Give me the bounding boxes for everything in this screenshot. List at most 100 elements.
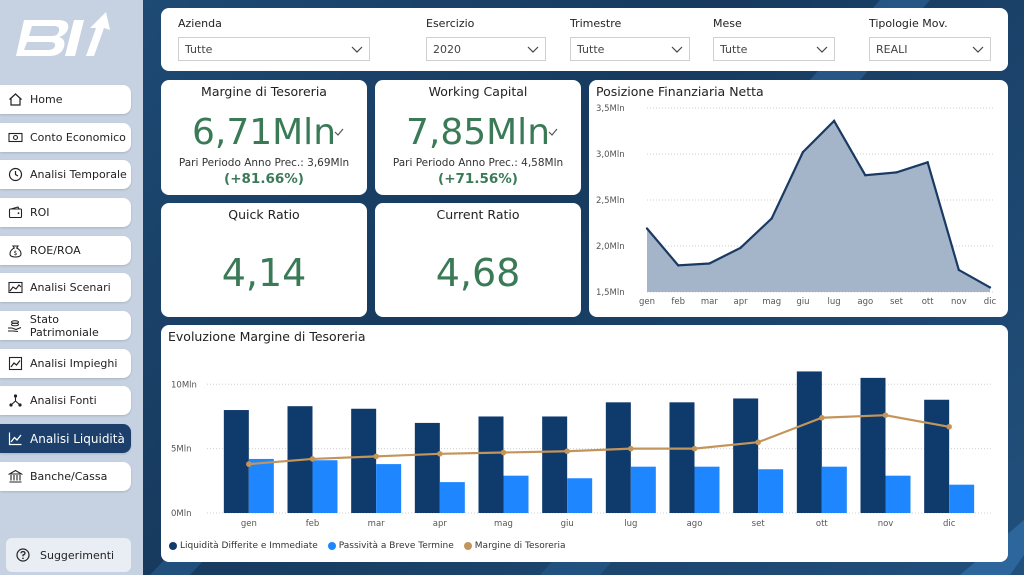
sidebar-item-label: Analisi Liquidità [30, 431, 125, 446]
mese-dropdown[interactable]: Tutte [713, 37, 835, 61]
y-tick-label: 0Mln [171, 509, 192, 519]
filter-label: Esercizio [426, 17, 475, 30]
home-icon [0, 92, 30, 107]
bar-liquidita [223, 410, 249, 513]
area-line [646, 119, 991, 289]
filter-label: Mese [713, 17, 742, 30]
sidebar-item-stato-patrimoniale[interactable]: Stato Patrimoniale [0, 311, 131, 340]
wallet-icon [0, 205, 30, 220]
kpi-card-margine: Margine di Tesoreria 6,71Mln Pari Period… [161, 80, 367, 195]
sidebar-item-roe-roa[interactable]: $ ROE/ROA [0, 236, 131, 265]
margine-point [437, 451, 443, 457]
sidebar-item-analisi-temporale[interactable]: Analisi Temporale [0, 160, 131, 189]
chevron-down-icon [351, 46, 363, 53]
filter-label: Azienda [178, 17, 222, 30]
suggestions-button[interactable]: Suggerimenti [6, 538, 131, 572]
data-point [957, 268, 961, 272]
kpi-card-quick-ratio: Quick Ratio 4,14 [161, 203, 367, 317]
chevron-down-icon [527, 46, 539, 53]
x-tick-label: ott [922, 297, 935, 307]
bank-icon [0, 469, 30, 484]
x-tick-label: apr [733, 297, 748, 307]
check-icon [334, 128, 344, 136]
network-icon [0, 393, 30, 408]
dropdown-value: 2020 [433, 43, 461, 56]
trimestre-dropdown[interactable]: Tutte [570, 37, 690, 61]
data-point [926, 161, 929, 164]
legend-item[interactable]: Passività a Breve Termine [327, 541, 454, 551]
x-tick-label: dic [943, 519, 956, 529]
y-tick-label: 1,5Mln [596, 288, 625, 298]
y-tick-label: 10Mln [171, 380, 197, 390]
sidebar-item-label: Analisi Scenari [30, 281, 111, 294]
sidebar-item-home[interactable]: Home [0, 85, 131, 114]
area-chart: 1,5Mln 2,0Mln 2,5Mln 3,0Mln 3,5Mln gen feb mar a… [596, 104, 997, 307]
bar-passivita [567, 478, 593, 513]
bar-passivita [439, 482, 465, 513]
esercizio-dropdown[interactable]: 2020 [426, 37, 546, 61]
tipologie-dropdown[interactable]: REALI [869, 37, 991, 61]
bar-passivita [630, 466, 656, 513]
dropdown-value: Tutte [577, 43, 605, 56]
y-tick-label: 3,0Mln [596, 150, 625, 160]
x-tick-label: nov [878, 519, 894, 529]
data-point [708, 262, 711, 265]
landscape-chart-icon [0, 280, 30, 295]
bar-liquidita [669, 402, 695, 513]
azienda-dropdown[interactable]: Tutte [178, 37, 370, 61]
legend-item[interactable]: Liquidità Differite e Immediate [169, 541, 318, 551]
sidebar-item-roi[interactable]: ROI [0, 198, 131, 227]
margine-point [500, 449, 507, 456]
kpi-percent-change: (+71.56%) [438, 171, 518, 187]
chart-title: Evoluzione Margine di Tesoreria [168, 329, 366, 344]
kpi-card-working-capital: Working Capital 7,85Mln Pari Periodo Ann… [375, 80, 581, 195]
legend-dot [169, 542, 177, 550]
bar-passivita [248, 458, 274, 513]
sidebar-item-analisi-scenari[interactable]: Analisi Scenari [0, 273, 131, 302]
sidebar-item-conto-economico[interactable]: Conto Economico [0, 123, 131, 152]
kpi-previous-period: Pari Periodo Anno Prec.: 3,69Mln [178, 157, 350, 169]
sidebar-item-analisi-liquidit[interactable]: Analisi Liquidità [0, 424, 131, 453]
dropdown-value: REALI [876, 43, 908, 56]
chart-card-pfn: Posizione Finanziaria Netta 1,5Mln 2,0Mln… [589, 80, 1008, 317]
bar-passivita [376, 464, 402, 513]
sidebar-item-analisi-impieghi[interactable]: Analisi Impieghi [0, 349, 131, 378]
sidebar-item-label: Stato Patrimoniale [29, 312, 99, 339]
bar-passivita [503, 475, 529, 513]
chevron-down-icon [816, 46, 828, 53]
chevron-down-icon [972, 46, 984, 53]
bar-passivita [885, 475, 911, 513]
bar-liquidita [351, 408, 377, 513]
sidebar-item-analisi-fonti[interactable]: Analisi Fonti [0, 386, 131, 415]
filter-mese: Mese Tutte [713, 17, 835, 61]
legend-dot [463, 542, 472, 550]
x-tick-label: apr [433, 519, 448, 529]
margine-line [248, 414, 950, 466]
sidebar-item-label: ROE/ROA [30, 244, 81, 257]
legend-item[interactable]: Margine di Tesoreria [463, 541, 565, 551]
kpi-value: 7,85Mln [405, 112, 551, 153]
dropdown-value: Tutte [720, 43, 748, 56]
bi-logo [16, 12, 110, 56]
bar-liquidita [414, 422, 440, 513]
sidebar-item-label: Analisi Fonti [30, 394, 97, 407]
x-tick-label: mar [701, 297, 718, 307]
x-tick-label: feb [671, 297, 685, 307]
kpi-title: Working Capital [428, 84, 528, 99]
x-tick-label: lug [624, 519, 637, 529]
x-tick-label: dic [984, 297, 997, 307]
bar-liquidita [605, 402, 631, 513]
margine-point [309, 456, 316, 462]
sidebar-item-banche-cassa[interactable]: Banche/Cassa [0, 462, 131, 491]
filter-bar: Azienda Tutte Esercizio 2020 Trimestre T… [161, 8, 1008, 71]
x-tick-label: nov [951, 297, 967, 307]
bar-liquidita [860, 377, 886, 513]
x-tick-label: giu [796, 297, 809, 307]
data-point [864, 173, 867, 177]
x-tick-label: feb [306, 519, 320, 529]
x-tick-label: mag [494, 519, 513, 529]
margine-point [882, 412, 889, 418]
area-fill [647, 120, 990, 292]
bar-liquidita [733, 398, 759, 513]
kpi-value: 4,68 [435, 251, 521, 295]
